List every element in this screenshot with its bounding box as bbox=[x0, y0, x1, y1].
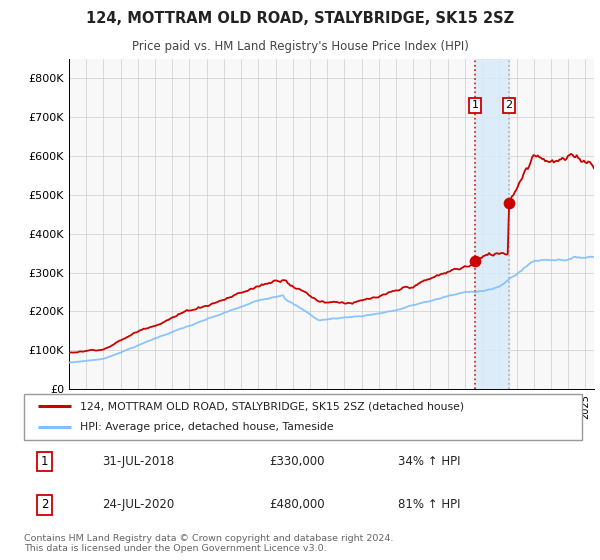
Text: £480,000: £480,000 bbox=[269, 498, 325, 511]
Text: 124, MOTTRAM OLD ROAD, STALYBRIDGE, SK15 2SZ: 124, MOTTRAM OLD ROAD, STALYBRIDGE, SK15… bbox=[86, 11, 514, 26]
Text: 24-JUL-2020: 24-JUL-2020 bbox=[102, 498, 175, 511]
Bar bbox=[475, 59, 509, 389]
Text: 124, MOTTRAM OLD ROAD, STALYBRIDGE, SK15 2SZ (detached house): 124, MOTTRAM OLD ROAD, STALYBRIDGE, SK15… bbox=[80, 401, 464, 411]
Text: HPI: Average price, detached house, Tameside: HPI: Average price, detached house, Tame… bbox=[80, 422, 334, 432]
Text: 2: 2 bbox=[505, 100, 512, 110]
Text: 34% ↑ HPI: 34% ↑ HPI bbox=[398, 455, 460, 468]
Point bbox=[504, 198, 514, 207]
Text: 81% ↑ HPI: 81% ↑ HPI bbox=[398, 498, 460, 511]
FancyBboxPatch shape bbox=[24, 394, 582, 440]
Text: £330,000: £330,000 bbox=[269, 455, 325, 468]
Text: 31-JUL-2018: 31-JUL-2018 bbox=[102, 455, 174, 468]
Text: 1: 1 bbox=[41, 455, 48, 468]
Point bbox=[470, 256, 479, 265]
Text: 2: 2 bbox=[41, 498, 48, 511]
Text: Contains HM Land Registry data © Crown copyright and database right 2024.
This d: Contains HM Land Registry data © Crown c… bbox=[24, 534, 394, 553]
Text: Price paid vs. HM Land Registry's House Price Index (HPI): Price paid vs. HM Land Registry's House … bbox=[131, 40, 469, 53]
Text: 1: 1 bbox=[472, 100, 478, 110]
